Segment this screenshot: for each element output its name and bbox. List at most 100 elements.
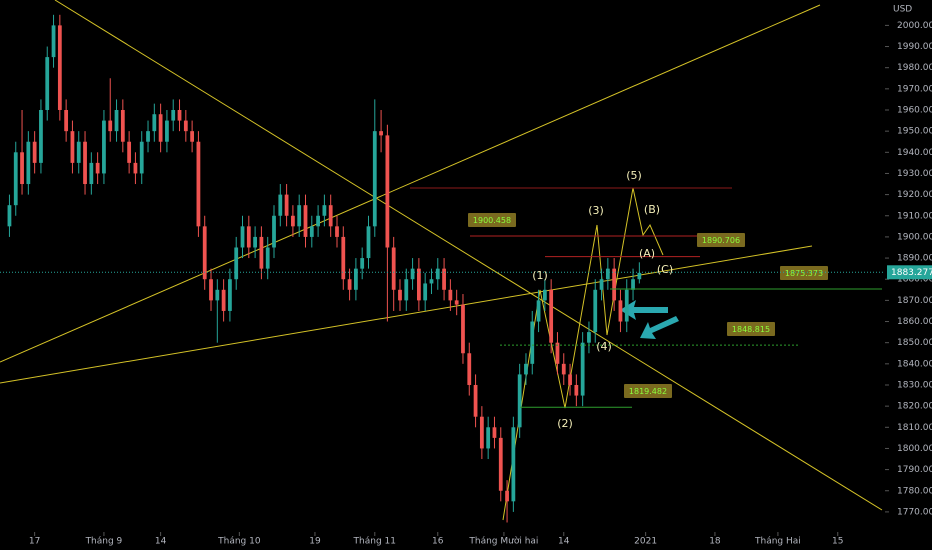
candle-body <box>391 247 396 290</box>
candle-body <box>165 120 169 142</box>
candle-body <box>152 114 157 132</box>
candle-body <box>259 236 264 269</box>
candle-body <box>303 205 308 237</box>
candle-body <box>542 289 547 301</box>
x-tick-label: Tháng Mười hai <box>468 536 538 547</box>
candle-body <box>120 109 125 142</box>
candle-body <box>39 109 43 163</box>
candle-body <box>574 384 579 396</box>
candle-body <box>618 300 623 322</box>
candle-body <box>612 268 617 301</box>
trend-line <box>54 0 883 511</box>
candle-body <box>511 427 516 502</box>
candle-body <box>624 289 629 322</box>
y-tick-label: 1790.000 <box>897 465 932 475</box>
candle-body <box>492 427 497 438</box>
wave-label: (2) <box>557 417 573 430</box>
candle-body <box>171 109 176 121</box>
trend-line <box>0 245 813 384</box>
currency: USD <box>893 5 912 15</box>
candle-body <box>7 205 12 227</box>
y-tick-label: 1910.000 <box>897 211 932 221</box>
candle-body <box>146 131 150 142</box>
candle-body <box>26 141 31 185</box>
x-tick-label: 16 <box>432 537 444 547</box>
x-tick-label: 18 <box>709 537 721 547</box>
y-tick-label: 1870.000 <box>897 296 932 306</box>
candle-body <box>70 131 75 163</box>
candle-body <box>637 272 642 280</box>
candle-body <box>372 131 377 227</box>
candle-body <box>13 152 18 206</box>
x-tick-label: 14 <box>558 537 570 547</box>
candle-body <box>473 384 478 417</box>
candle-body <box>240 226 245 248</box>
candle-body <box>265 247 270 269</box>
candle-body <box>158 114 163 142</box>
candle-body <box>442 268 446 290</box>
candle-body <box>297 205 302 227</box>
candle-body <box>284 194 289 216</box>
candle-body <box>599 279 604 290</box>
candle-body <box>51 25 56 58</box>
candle-body <box>385 135 390 248</box>
candle-body <box>404 279 409 301</box>
y-tick-label: 1770.000 <box>897 507 932 517</box>
y-tick-label: 1930.000 <box>897 169 932 179</box>
y-tick-label: 2000.000 <box>897 21 932 31</box>
candle-body <box>278 194 283 216</box>
candle-body <box>467 353 472 385</box>
wave-label: (1) <box>532 269 548 282</box>
candle-body <box>316 215 320 227</box>
wave-label: (4) <box>596 340 612 353</box>
candle-body <box>631 279 635 290</box>
candle-body <box>328 205 333 227</box>
y-tick-label: 1970.000 <box>897 84 932 94</box>
last-price-label: 1883.277 <box>891 268 932 278</box>
candle-body <box>347 279 352 290</box>
x-tick-label: 15 <box>832 537 843 547</box>
level-label: 1890.706 <box>702 236 740 245</box>
arrow <box>620 300 668 320</box>
candle-body <box>253 236 257 248</box>
candle-body <box>454 300 459 305</box>
y-tick-label: 1820.000 <box>897 402 932 412</box>
candle-body <box>410 268 415 280</box>
candle-body <box>291 215 295 227</box>
y-tick-label: 1900.000 <box>897 232 932 242</box>
candle-body <box>272 215 276 248</box>
y-tick-label: 1800.000 <box>897 444 932 454</box>
candle-body <box>423 283 428 301</box>
wave-label: (A) <box>639 247 655 260</box>
y-tick-label: 1880.000 <box>897 275 932 285</box>
candle-body <box>555 342 560 364</box>
x-tick-label: 14 <box>155 537 167 547</box>
candle-body <box>524 363 528 375</box>
x-tick-label: Tháng Hai <box>754 537 801 547</box>
y-tick-label: 1980.000 <box>897 63 932 73</box>
drawings <box>0 0 883 521</box>
candle-body <box>139 141 144 174</box>
candle-body <box>360 258 365 269</box>
level-label: 1819.482 <box>629 387 667 396</box>
level-label-box <box>727 322 775 336</box>
candle-body <box>133 162 138 174</box>
candle-body <box>354 268 358 290</box>
arrow <box>640 316 679 339</box>
candle-body <box>190 131 195 142</box>
candle-body <box>95 162 100 174</box>
candle-body <box>322 205 327 216</box>
candle-body <box>114 109 119 132</box>
level-label-box <box>624 384 672 398</box>
candle-body <box>505 490 509 502</box>
candle-body <box>536 300 541 322</box>
y-tick-label: 1780.000 <box>897 486 932 496</box>
candle-body <box>479 416 484 449</box>
candle-body <box>398 289 402 301</box>
y-tick-label: 1990.000 <box>897 42 932 52</box>
wave-label: (C) <box>657 263 673 276</box>
y-tick-label: 1850.000 <box>897 338 932 348</box>
y-tick-label: 1840.000 <box>897 359 932 369</box>
x-tick-label: 19 <box>309 537 321 547</box>
